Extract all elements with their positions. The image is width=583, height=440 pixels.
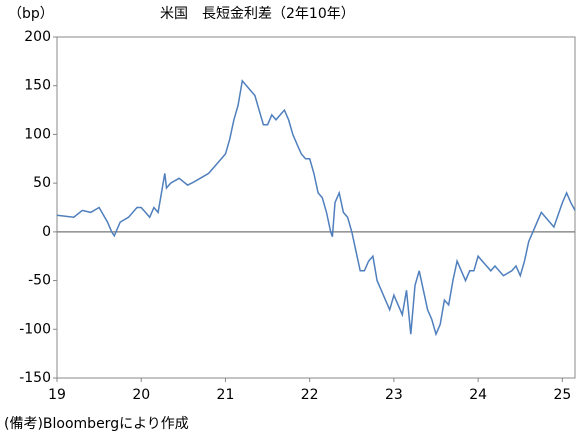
x-tick-label: 25: [553, 387, 571, 403]
x-tick-label: 19: [48, 387, 66, 403]
y-axis-label: （bp）: [8, 6, 54, 22]
y-tick-label: 200: [24, 29, 51, 45]
note: (備考)Bloombergにより作成: [4, 416, 189, 432]
y-tick-label: 0: [42, 224, 51, 240]
x-tick-label: 23: [385, 387, 403, 403]
x-tick-label: 24: [469, 387, 487, 403]
x-tick-label: 22: [301, 387, 319, 403]
y-tick-label: -50: [28, 273, 51, 289]
x-tick-label: 20: [132, 387, 150, 403]
plot-frame: [56, 36, 576, 379]
chart-title: 米国 長短金利差（2年10年）: [160, 6, 355, 22]
y-tick-label: 100: [24, 126, 51, 142]
line-series: [56, 79, 576, 337]
y-tick-label: 150: [24, 78, 51, 94]
y-tick-label: -100: [19, 321, 51, 337]
x-tick-label: 21: [217, 387, 235, 403]
y-tick-label: -150: [19, 370, 51, 386]
y-tick-label: 50: [33, 175, 51, 191]
